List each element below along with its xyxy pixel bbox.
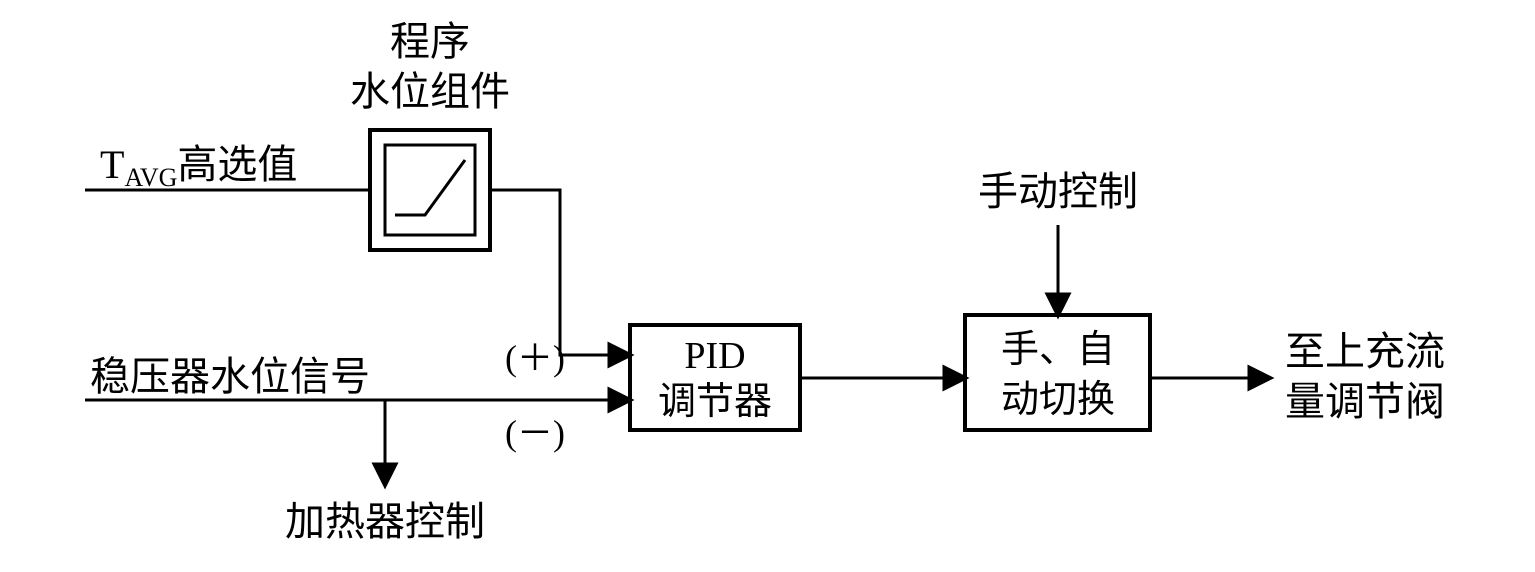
tavg-label: TAVG高选值 bbox=[100, 142, 297, 192]
pid-line1: PID bbox=[684, 335, 745, 377]
edge-block-to-pid bbox=[490, 190, 630, 355]
flow-diagram: 程序 水位组件 TAVG高选值 稳压器水位信号 (＋) (－) PID 调节器 … bbox=[0, 0, 1535, 567]
output-line2: 量调节阀 bbox=[1285, 379, 1445, 424]
plus-sign: (＋) bbox=[505, 338, 565, 378]
switch-line1: 手、自 bbox=[1001, 329, 1115, 371]
manual-control-label: 手动控制 bbox=[978, 169, 1138, 214]
minus-sign: (－) bbox=[505, 413, 565, 453]
tavg-sub: AVG bbox=[124, 163, 177, 192]
waterlevel-block bbox=[370, 130, 490, 250]
program-label-line2: 水位组件 bbox=[350, 69, 510, 114]
output-line1: 至上充流 bbox=[1285, 329, 1445, 374]
switch-line2: 动切换 bbox=[1001, 379, 1115, 421]
pressurizer-label: 稳压器水位信号 bbox=[90, 354, 370, 399]
heater-control-label: 加热器控制 bbox=[285, 499, 485, 544]
tavg-prefix: T bbox=[100, 142, 124, 187]
program-label-line1: 程序 bbox=[390, 19, 470, 64]
switch-block: 手、自 动切换 bbox=[965, 315, 1150, 430]
pid-line2: 调节器 bbox=[658, 381, 772, 423]
pid-block: PID 调节器 bbox=[630, 325, 800, 430]
tavg-suffix: 高选值 bbox=[177, 142, 297, 187]
